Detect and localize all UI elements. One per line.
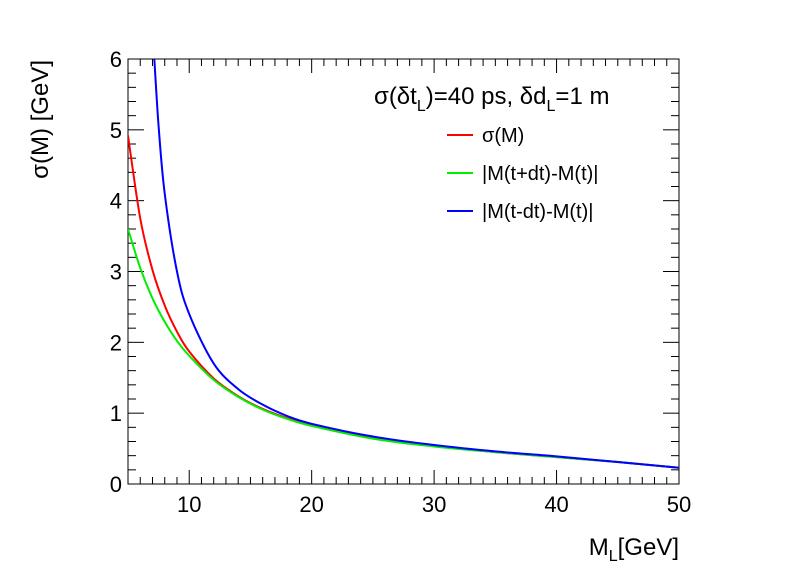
legend-label: |M(t+dt)-M(t)| — [482, 163, 598, 185]
y-tick-label: 4 — [110, 189, 122, 214]
y-axis-title: σ(M) [GeV] — [27, 60, 54, 179]
x-tick-label: 20 — [299, 492, 323, 517]
y-tick-label: 0 — [110, 472, 122, 497]
x-axis-title: ML[GeV] — [589, 534, 679, 565]
y-tick-label: 6 — [110, 47, 122, 72]
legend-label: σ(M) — [482, 125, 524, 147]
y-tick-label: 3 — [110, 260, 122, 285]
plot-frame — [127, 58, 680, 485]
x-tick-label: 10 — [177, 492, 201, 517]
x-tick-label: 50 — [667, 492, 691, 517]
m-minus-dt-series-line — [153, 59, 679, 469]
y-tick-label: 5 — [110, 118, 122, 143]
x-tick-label: 40 — [544, 492, 568, 517]
legend-label: |M(t-dt)-M(t)| — [482, 201, 593, 223]
sigma-m-series-line — [128, 135, 679, 469]
y-tick-label: 2 — [110, 330, 122, 355]
legend: σ(M) |M(t+dt)-M(t)| |M(t-dt)-M(t)| — [447, 125, 598, 223]
x-tick-label: 30 — [422, 492, 446, 517]
m-plus-dt-series-line — [128, 228, 679, 469]
resolution-annotation: σ(δtL)=40 ps, δdL=1 m — [374, 83, 609, 115]
y-tick-label: 1 — [110, 401, 122, 426]
